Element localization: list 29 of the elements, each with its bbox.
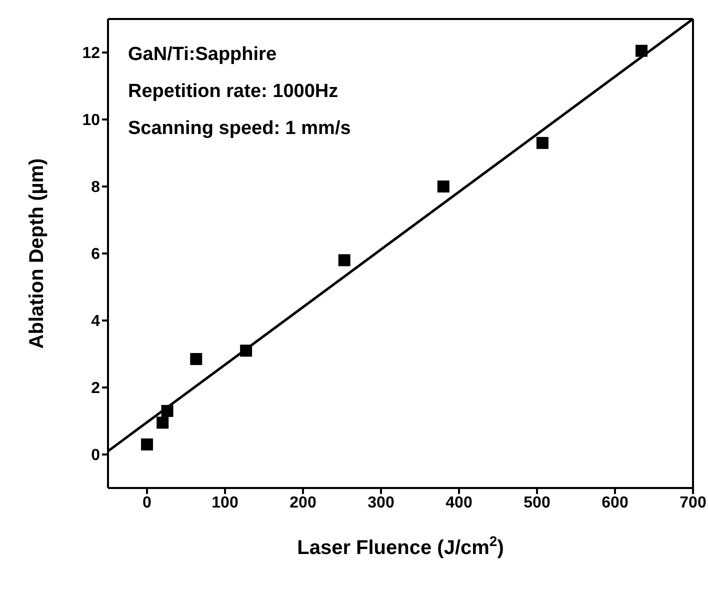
point bbox=[190, 353, 202, 366]
y-tick-label: 4 bbox=[91, 313, 100, 330]
x-tick-label: 600 bbox=[602, 494, 628, 512]
point bbox=[141, 438, 153, 450]
point bbox=[338, 254, 350, 266]
annotation: GaN/Ti:Sapphire bbox=[128, 43, 278, 67]
y-tick-label: 0 bbox=[91, 447, 100, 464]
x-axis-title: Laser Fluence (J/cm$^{2}$) bbox=[297, 533, 504, 559]
x-tick-label: 400 bbox=[446, 494, 472, 512]
y-tick-label: 8 bbox=[91, 179, 100, 196]
y-tick-label: 10 bbox=[82, 112, 100, 130]
annotation: Repetition rate: 1000Hz bbox=[128, 80, 340, 104]
point bbox=[536, 136, 548, 149]
x-tick-label: 500 bbox=[524, 494, 550, 512]
point bbox=[161, 404, 174, 417]
point bbox=[437, 180, 450, 192]
y-tick-label: 2 bbox=[91, 380, 100, 398]
y-axis-title: Ablation Depth (µm) bbox=[26, 158, 48, 349]
x-tick-label: 300 bbox=[368, 494, 394, 512]
x-tick-label: 200 bbox=[290, 494, 316, 512]
annotation: Scanning speed: 1 mm/s bbox=[128, 117, 351, 141]
x-tick-label: 100 bbox=[212, 494, 238, 512]
point bbox=[636, 44, 648, 57]
point bbox=[240, 344, 252, 357]
x-tick-label: 700 bbox=[680, 494, 706, 512]
y-tick-label: 6 bbox=[91, 246, 100, 264]
point bbox=[156, 416, 169, 429]
x-tick-label: 0 bbox=[142, 494, 152, 512]
y-tick-label: 12 bbox=[82, 45, 100, 62]
